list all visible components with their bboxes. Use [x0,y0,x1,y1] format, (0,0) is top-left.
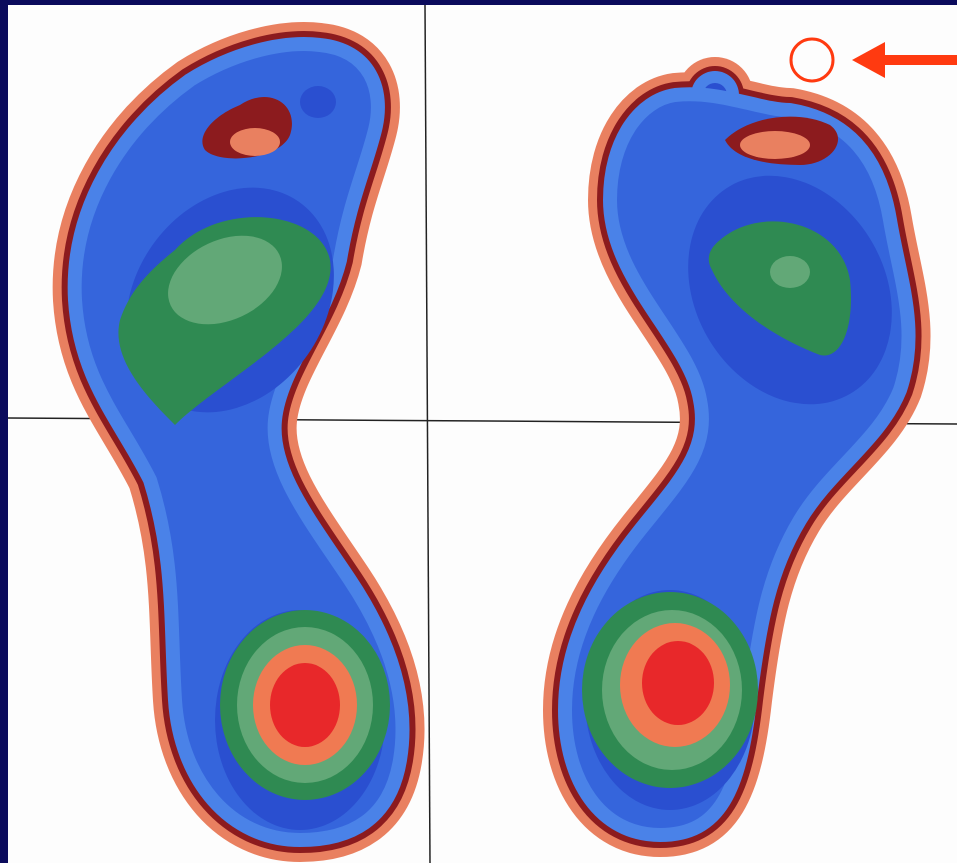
vertical-axis-line [424,4,431,863]
heel-red [642,641,714,725]
forefoot-light-green [168,235,282,325]
toe-blue [300,86,336,118]
forefoot-light-green [770,256,810,288]
left-foot [75,44,403,840]
toe-hot-spot [230,128,280,156]
annotation-arrow-head [852,42,885,78]
right-foot [565,57,932,835]
toe-hot-spot [740,131,810,159]
heel-red [270,663,340,747]
forefoot-green [708,221,851,356]
annotation-circle [789,37,835,83]
